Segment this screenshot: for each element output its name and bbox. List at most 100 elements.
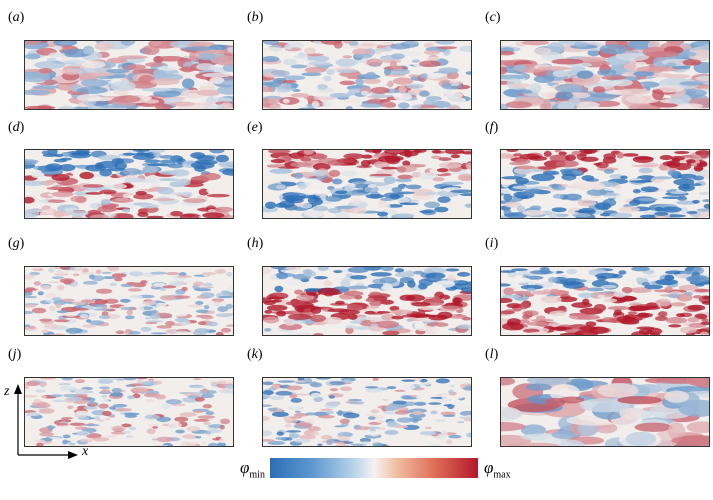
turbulence-blob xyxy=(40,284,52,290)
turbulence-blob xyxy=(263,390,274,396)
turbulence-blob xyxy=(197,321,207,325)
turbulence-blob xyxy=(292,55,308,59)
turbulence-blob xyxy=(206,188,215,194)
turbulence-blob xyxy=(328,395,336,399)
turbulence-blob xyxy=(75,410,90,415)
turbulence-blob xyxy=(511,277,531,284)
turbulence-blob xyxy=(588,326,609,335)
turbulence-blob xyxy=(408,74,420,78)
turbulence-blob xyxy=(276,431,284,436)
turbulence-blob xyxy=(551,430,576,439)
turbulence-blob xyxy=(68,332,77,335)
turbulence-blob xyxy=(361,441,371,445)
turbulence-blob xyxy=(137,211,149,218)
turbulence-blob xyxy=(337,69,358,74)
turbulence-blob xyxy=(287,313,312,320)
turbulence-blob xyxy=(32,85,59,90)
turbulence-blob xyxy=(640,186,659,192)
turbulence-blob xyxy=(304,66,327,73)
turbulence-blob xyxy=(501,378,516,386)
turbulence-blob xyxy=(132,150,150,152)
turbulence-blob xyxy=(407,280,416,288)
turbulence-blob xyxy=(668,324,682,328)
turbulence-blob xyxy=(155,302,167,307)
turbulence-blob xyxy=(220,290,230,294)
turbulence-blob xyxy=(170,210,183,217)
turbulence-blob xyxy=(266,304,288,312)
turbulence-blob xyxy=(182,434,198,440)
turbulence-blob xyxy=(287,278,303,287)
turbulence-blob xyxy=(634,422,673,432)
turbulence-blob xyxy=(270,299,280,303)
turbulence-blob xyxy=(123,378,137,381)
turbulence-blob xyxy=(192,97,207,104)
turbulence-blob xyxy=(57,284,65,291)
turbulence-blob xyxy=(380,299,394,305)
turbulence-blob xyxy=(25,274,35,280)
turbulence-blob xyxy=(431,150,442,154)
turbulence-blob xyxy=(555,213,569,218)
turbulence-blob xyxy=(286,385,303,391)
turbulence-blob xyxy=(695,76,709,82)
turbulence-blob xyxy=(121,423,132,428)
turbulence-blob xyxy=(427,72,442,80)
turbulence-blob xyxy=(190,152,206,159)
turbulence-blob xyxy=(313,197,323,206)
turbulence-blob xyxy=(551,184,559,190)
turbulence-blob xyxy=(414,321,425,329)
turbulence-blob xyxy=(617,396,663,405)
turbulence-blob xyxy=(452,395,464,399)
turbulence-blob xyxy=(72,267,85,271)
turbulence-blob xyxy=(85,192,103,195)
turbulence-blob xyxy=(119,298,131,303)
turbulence-blob xyxy=(430,155,442,160)
turbulence-blob xyxy=(694,288,709,293)
turbulence-blob xyxy=(88,274,96,280)
turbulence-blob xyxy=(549,154,570,162)
turbulence-blob xyxy=(616,53,650,62)
turbulence-blob xyxy=(58,41,73,46)
turbulence-blob xyxy=(101,311,109,317)
turbulence-blob xyxy=(632,188,641,194)
turbulence-blob xyxy=(515,177,529,185)
turbulence-blob xyxy=(25,304,37,308)
turbulence-blob xyxy=(554,84,584,92)
field-panel-f xyxy=(500,149,710,219)
turbulence-blob xyxy=(547,276,558,283)
turbulence-blob xyxy=(548,212,557,218)
turbulence-blob xyxy=(325,195,342,202)
turbulence-blob xyxy=(654,300,666,304)
turbulence-blob xyxy=(501,74,527,80)
turbulence-blob xyxy=(426,322,449,328)
turbulence-blob xyxy=(60,152,72,157)
turbulence-blob xyxy=(693,175,705,181)
turbulence-blob xyxy=(661,206,682,213)
turbulence-blob xyxy=(97,398,109,404)
turbulence-blob xyxy=(283,318,296,326)
turbulence-blob xyxy=(667,170,678,176)
turbulence-blob xyxy=(210,434,226,439)
turbulence-blob xyxy=(186,426,201,432)
turbulence-blob xyxy=(313,163,331,171)
turbulence-blob xyxy=(418,278,433,287)
turbulence-blob xyxy=(191,385,205,389)
turbulence-blob xyxy=(128,331,141,335)
turbulence-blob xyxy=(508,89,533,94)
turbulence-blob xyxy=(112,403,128,408)
turbulence-blob xyxy=(551,58,584,65)
turbulence-blob xyxy=(39,318,53,322)
turbulence-blob xyxy=(639,214,657,218)
turbulence-blob xyxy=(114,277,123,282)
turbulence-blob xyxy=(343,441,354,444)
turbulence-blob xyxy=(528,331,551,335)
turbulence-blob xyxy=(136,379,143,384)
turbulence-blob xyxy=(501,50,515,56)
turbulence-blob xyxy=(276,310,287,317)
turbulence-blob xyxy=(38,67,53,74)
turbulence-blob xyxy=(370,272,392,277)
turbulence-blob xyxy=(329,388,339,392)
turbulence-blob xyxy=(25,291,33,296)
turbulence-blob xyxy=(48,52,66,58)
turbulence-blob xyxy=(459,410,471,416)
turbulence-blob xyxy=(334,425,345,428)
